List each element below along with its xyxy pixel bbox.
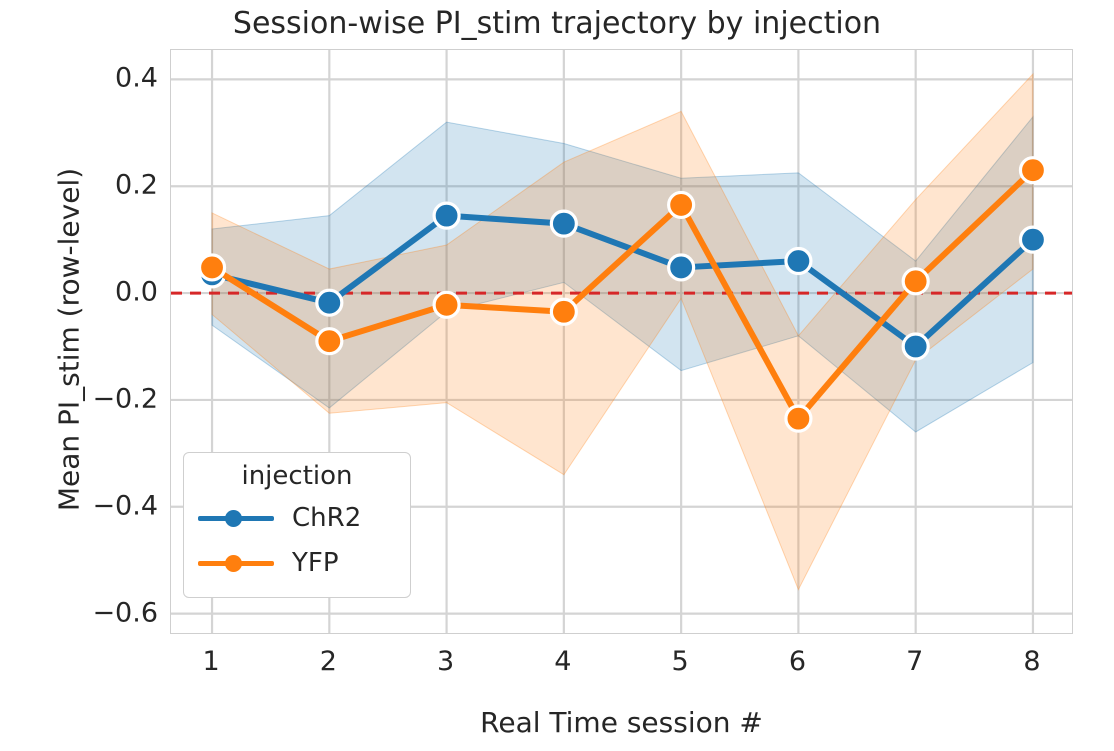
- data-point-yfp-5[interactable]: [667, 190, 696, 220]
- legend-label-chr2: ChR2: [292, 502, 362, 533]
- data-point-chr2-2[interactable]: [315, 288, 344, 317]
- chart-title: Session-wise PI_stim trajectory by injec…: [232, 6, 882, 41]
- legend-title: injection: [241, 461, 353, 491]
- data-point-yfp-6[interactable]: [784, 404, 813, 433]
- ci-band-yfp: [211, 72, 1034, 591]
- legend-item-chr2[interactable]: ChR2: [198, 495, 396, 540]
- y-tick-label: −0.4: [92, 490, 158, 522]
- x-tick-label: 4: [554, 646, 572, 677]
- data-point-yfp-8[interactable]: [1018, 156, 1048, 185]
- y-tick-label: 0.2: [115, 169, 158, 201]
- x-axis-label: Real Time session #: [480, 706, 763, 739]
- line-chr2: [209, 212, 1036, 350]
- y-tick-label: −0.2: [92, 383, 158, 415]
- x-tick-label: 7: [906, 646, 924, 677]
- y-tick-label: −0.6: [92, 597, 158, 629]
- legend-swatch-yfp: [198, 548, 274, 578]
- data-point-yfp-4[interactable]: [549, 297, 578, 326]
- x-axis-tick-labels: 1 2 3 4 5 6 7 8: [170, 646, 1073, 686]
- data-point-chr2-3[interactable]: [432, 201, 461, 230]
- legend: injection ChR2 YFP: [183, 452, 411, 598]
- data-point-chr2-5[interactable]: [667, 253, 696, 282]
- data-point-yfp-7[interactable]: [901, 267, 930, 296]
- legend-label-yfp: YFP: [292, 547, 339, 578]
- x-tick-label: 5: [671, 646, 689, 677]
- x-tick-label: 3: [436, 646, 455, 677]
- data-point-chr2-4[interactable]: [549, 209, 578, 238]
- y-tick-label: 0.4: [115, 62, 158, 94]
- y-axis-tick-labels: 0.4 0.2 0.0 −0.2 −0.4 −0.6: [0, 49, 158, 634]
- legend-item-yfp[interactable]: YFP: [198, 540, 396, 585]
- x-tick-label: 2: [319, 646, 337, 677]
- data-point-yfp-1[interactable]: [197, 253, 227, 282]
- line-yfp: [209, 167, 1036, 422]
- legend-swatch-chr2: [198, 503, 274, 533]
- x-tick-label: 8: [1023, 646, 1041, 677]
- data-point-chr2-6[interactable]: [784, 246, 813, 276]
- x-tick-label: 6: [788, 646, 806, 677]
- data-point-yfp-3[interactable]: [432, 290, 461, 319]
- data-point-chr2-8[interactable]: [1018, 225, 1048, 254]
- data-point-yfp-2[interactable]: [315, 327, 344, 356]
- data-point-chr2-7[interactable]: [901, 332, 930, 361]
- x-tick-label: 1: [202, 646, 220, 677]
- y-tick-label: 0.0: [115, 276, 158, 308]
- legend-marker-yfp: [225, 554, 242, 572]
- legend-marker-chr2: [225, 509, 242, 527]
- ci-band-chr2: [211, 115, 1034, 433]
